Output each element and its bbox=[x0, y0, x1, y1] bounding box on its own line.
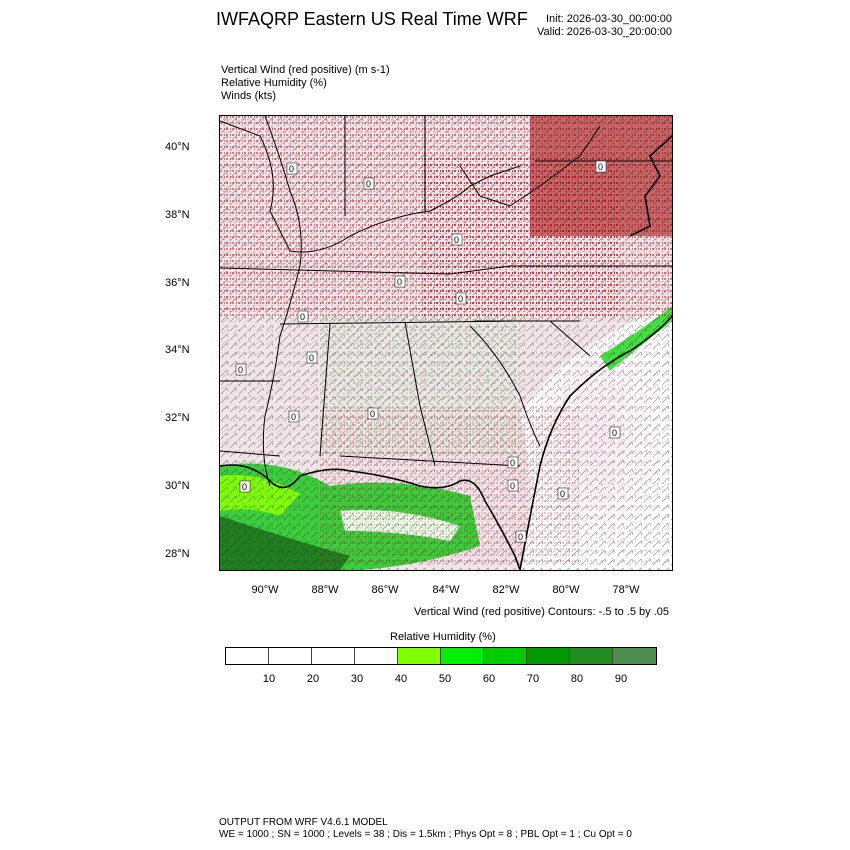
nc-sc-border bbox=[475, 320, 591, 357]
lat-tick-34n: 34°N bbox=[165, 344, 190, 356]
contour-label-16-text: 0 bbox=[242, 482, 247, 492]
contour-label-1-text: 0 bbox=[289, 164, 294, 174]
colorbar-label: 70 bbox=[526, 673, 540, 685]
contour-label-13-text: 0 bbox=[510, 481, 515, 491]
lat-tick-36n: 36°N bbox=[165, 277, 190, 289]
ga-sc-border bbox=[469, 325, 541, 447]
colorbar-title: Relative Humidity (%) bbox=[390, 631, 496, 643]
colorbar-label: 10 bbox=[262, 673, 276, 685]
field-label-vertical-wind: Vertical Wind (red positive) (m s-1) bbox=[221, 64, 390, 76]
contour-info: Vertical Wind (red positive) Contours: -… bbox=[414, 606, 669, 618]
valid-time: Valid: 2026-03-30_20:00:00 bbox=[537, 26, 672, 38]
colorbar-label: 30 bbox=[350, 673, 364, 685]
colorbar-swatch bbox=[570, 648, 613, 664]
contour-label-3: 0 bbox=[451, 233, 463, 246]
contour-label-17-text: 0 bbox=[598, 162, 603, 172]
contour-label-14-text: 0 bbox=[560, 489, 565, 499]
colorbar-swatch bbox=[312, 648, 355, 664]
contour-label-1: 0 bbox=[286, 162, 298, 175]
contour-label-10-text: 0 bbox=[370, 409, 375, 419]
colorbar-label: 50 bbox=[438, 673, 452, 685]
lat-tick-40n: 40°N bbox=[165, 141, 190, 153]
contour-labels: 0 0 0 0 0 0 0 0 0 0 0 0 0 0 0 0 0 bbox=[235, 160, 621, 543]
page-title: IWFAQRP Eastern US Real Time WRF bbox=[216, 9, 528, 29]
contour-label-6-text: 0 bbox=[300, 312, 305, 322]
contour-label-17: 0 bbox=[595, 160, 607, 173]
contour-label-12-text: 0 bbox=[510, 458, 515, 468]
lon-tick-82w: 82°W bbox=[492, 584, 520, 596]
contour-label-5-text: 0 bbox=[458, 294, 463, 304]
colorbar-swatch bbox=[441, 648, 484, 664]
contour-label-12: 0 bbox=[507, 456, 519, 469]
contour-label-11-text: 0 bbox=[612, 428, 617, 438]
colorbar-swatch bbox=[355, 648, 398, 664]
colorbar-label: 90 bbox=[614, 673, 628, 685]
atlantic-coastline bbox=[519, 315, 672, 570]
contour-label-8-text: 0 bbox=[238, 365, 243, 375]
state-boundaries bbox=[220, 116, 672, 487]
lon-tick-86w: 86°W bbox=[371, 584, 399, 596]
ohio-river bbox=[220, 120, 521, 253]
contour-label-9: 0 bbox=[288, 410, 300, 423]
colorbar-swatch bbox=[613, 648, 656, 664]
ms-al-border bbox=[319, 323, 331, 457]
contour-label-14: 0 bbox=[557, 487, 569, 500]
al-ga-border bbox=[404, 321, 436, 467]
lon-tick-88w: 88°W bbox=[311, 584, 339, 596]
lon-tick-80w: 80°W bbox=[552, 584, 580, 596]
lon-tick-78w: 78°W bbox=[612, 584, 640, 596]
colorbar-swatch bbox=[269, 648, 312, 664]
wv-border bbox=[459, 125, 601, 207]
contour-label-10: 0 bbox=[367, 407, 379, 420]
colorbar-label: 20 bbox=[306, 673, 320, 685]
lat-tick-28n: 28°N bbox=[165, 548, 190, 560]
colorbar-label: 60 bbox=[482, 673, 496, 685]
coastlines bbox=[220, 135, 672, 570]
contour-label-8: 0 bbox=[235, 363, 247, 376]
contour-label-15-text: 0 bbox=[518, 532, 523, 542]
contour-label-3-text: 0 bbox=[454, 235, 459, 245]
lat-tick-30n: 30°N bbox=[165, 480, 190, 492]
lat-tick-38n: 38°N bbox=[165, 209, 190, 221]
fl-border bbox=[339, 455, 521, 467]
model-info-line1: OUTPUT FROM WRF V4.6.1 MODEL bbox=[219, 817, 388, 828]
chesapeake-coastline bbox=[629, 135, 672, 237]
contour-label-4: 0 bbox=[394, 275, 406, 288]
wind-barbs bbox=[220, 116, 672, 570]
contour-label-15: 0 bbox=[515, 530, 527, 543]
contour-label-5: 0 bbox=[455, 292, 467, 305]
init-time: Init: 2026-03-30_00:00:00 bbox=[546, 13, 672, 25]
colorbar-swatch bbox=[398, 648, 441, 664]
louisiana-border bbox=[220, 450, 281, 457]
contour-label-11: 0 bbox=[609, 426, 621, 439]
contour-label-13: 0 bbox=[507, 479, 519, 492]
contour-label-6: 0 bbox=[297, 310, 309, 323]
lon-tick-84w: 84°W bbox=[432, 584, 460, 596]
colorbar-label: 80 bbox=[570, 673, 584, 685]
colorbar-label: 40 bbox=[394, 673, 408, 685]
weather-map: 0 0 0 0 0 0 0 0 0 0 0 0 0 0 0 0 0 bbox=[219, 115, 673, 571]
contour-label-4-text: 0 bbox=[397, 277, 402, 287]
contour-label-16: 0 bbox=[239, 480, 251, 493]
colorbar bbox=[225, 647, 657, 665]
field-label-winds: Winds (kts) bbox=[221, 90, 276, 102]
lon-tick-90w: 90°W bbox=[251, 584, 279, 596]
contour-label-7: 0 bbox=[306, 351, 318, 364]
colorbar-swatch bbox=[527, 648, 570, 664]
contour-label-2: 0 bbox=[363, 177, 375, 190]
mississippi-river bbox=[262, 116, 302, 487]
contour-label-2-text: 0 bbox=[366, 179, 371, 189]
colorbar-swatch bbox=[484, 648, 527, 664]
contour-label-7-text: 0 bbox=[309, 353, 314, 363]
contour-label-9-text: 0 bbox=[291, 412, 296, 422]
wind-barb-field-2 bbox=[220, 116, 672, 570]
lat-tick-32n: 32°N bbox=[165, 412, 190, 424]
colorbar-swatch bbox=[226, 648, 269, 664]
map-canvas: 0 0 0 0 0 0 0 0 0 0 0 0 0 0 0 0 0 bbox=[220, 116, 672, 570]
gulf-coastline bbox=[220, 464, 521, 570]
field-label-relative-humidity: Relative Humidity (%) bbox=[221, 77, 327, 89]
model-info-line2: WE = 1000 ; SN = 1000 ; Levels = 38 ; Di… bbox=[219, 829, 632, 840]
